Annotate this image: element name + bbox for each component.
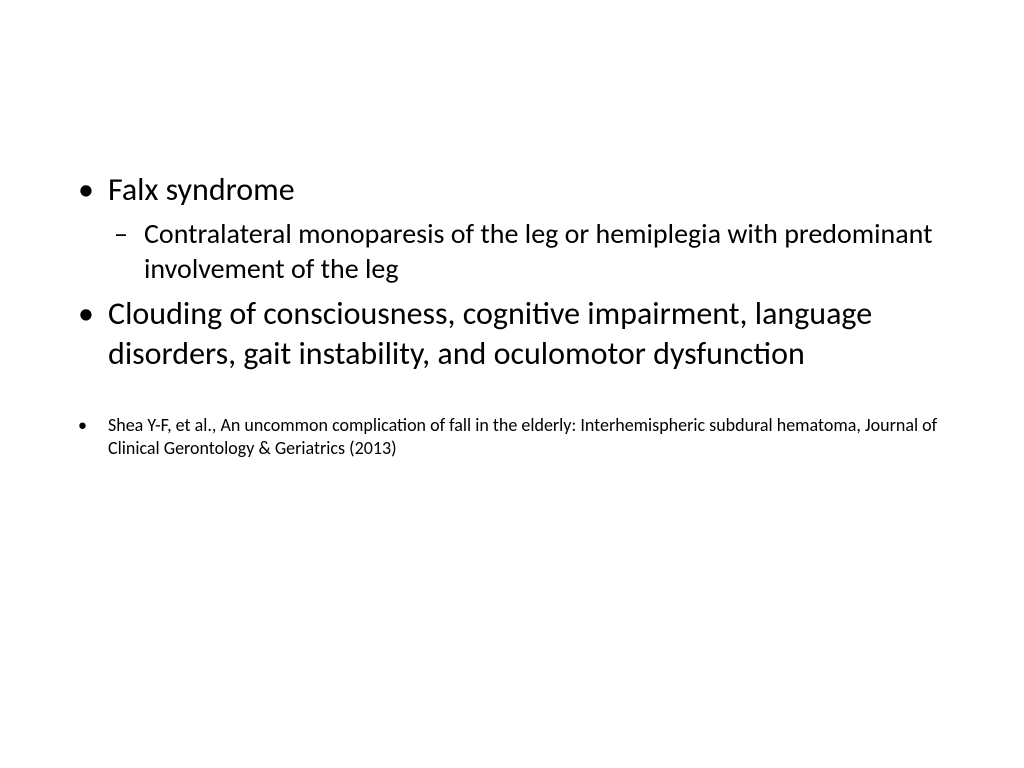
bullet-item: Clouding of consciousness, cognitive imp… [70,294,954,374]
bullet-list-level2: Contralateral monoparesis of the leg or … [108,216,954,286]
bullet-text: Falx syndrome [108,170,295,209]
bullet-item: Falx syndrome Contralateral monoparesis … [70,170,954,286]
bullet-list-level1: Falx syndrome Contralateral monoparesis … [70,170,954,461]
bullet-text: Clouding of consciousness, cognitive imp… [108,294,872,373]
citation-item: Shea Y-F, et al., An uncommon complicati… [70,414,954,461]
slide-body: Falx syndrome Contralateral monoparesis … [0,0,1024,768]
sub-bullet-item: Contralateral monoparesis of the leg or … [108,216,954,286]
sub-bullet-text: Contralateral monoparesis of the leg or … [144,216,932,286]
citation-text: Shea Y-F, et al., An uncommon complicati… [108,414,937,459]
